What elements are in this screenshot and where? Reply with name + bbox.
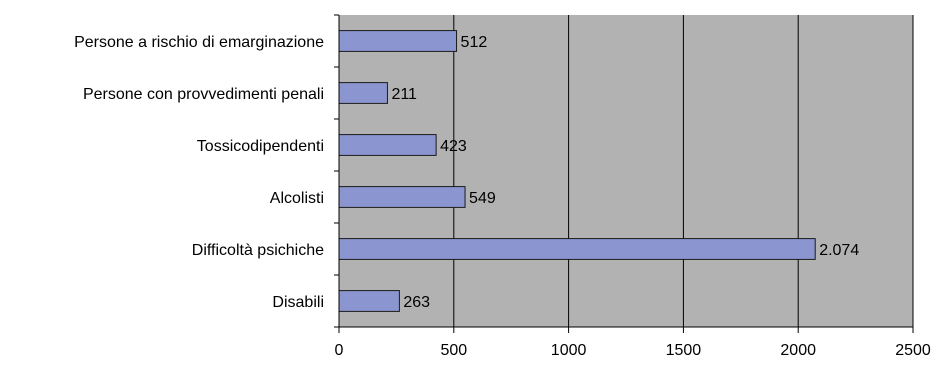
category-label: Disabili [272,294,324,311]
x-tick-label: 0 [335,342,344,359]
x-tick-label: 500 [440,342,467,359]
bar [338,186,466,208]
category-label: Persone con provvedimenti penali [83,86,324,103]
x-tick-label: 2500 [895,342,931,359]
bar [338,30,458,52]
bar [338,290,400,312]
bars [338,30,816,312]
category-label: Persone a rischio di emarginazione [74,34,324,51]
data-label: 423 [440,138,467,155]
bar [338,238,816,260]
data-label: 512 [461,34,488,51]
data-label: 211 [391,86,417,103]
x-tick-label: 1500 [666,342,702,359]
x-tick-label: 1000 [551,342,587,359]
category-label: Tossicodipendenti [197,138,324,155]
x-tick-label: 2000 [780,342,816,359]
data-label: 549 [469,190,496,207]
grid-lines [453,15,914,327]
data-label: 263 [403,294,430,311]
bar [338,82,388,104]
data-label: 2.074 [819,242,859,259]
axes [334,14,914,333]
category-label: Alcolisti [270,190,324,207]
plot-area [339,15,913,327]
bar [338,134,437,156]
category-label: Difficoltà psichiche [192,242,324,259]
labels: 512 Persone a rischio di emarginazione 211… [74,34,931,359]
